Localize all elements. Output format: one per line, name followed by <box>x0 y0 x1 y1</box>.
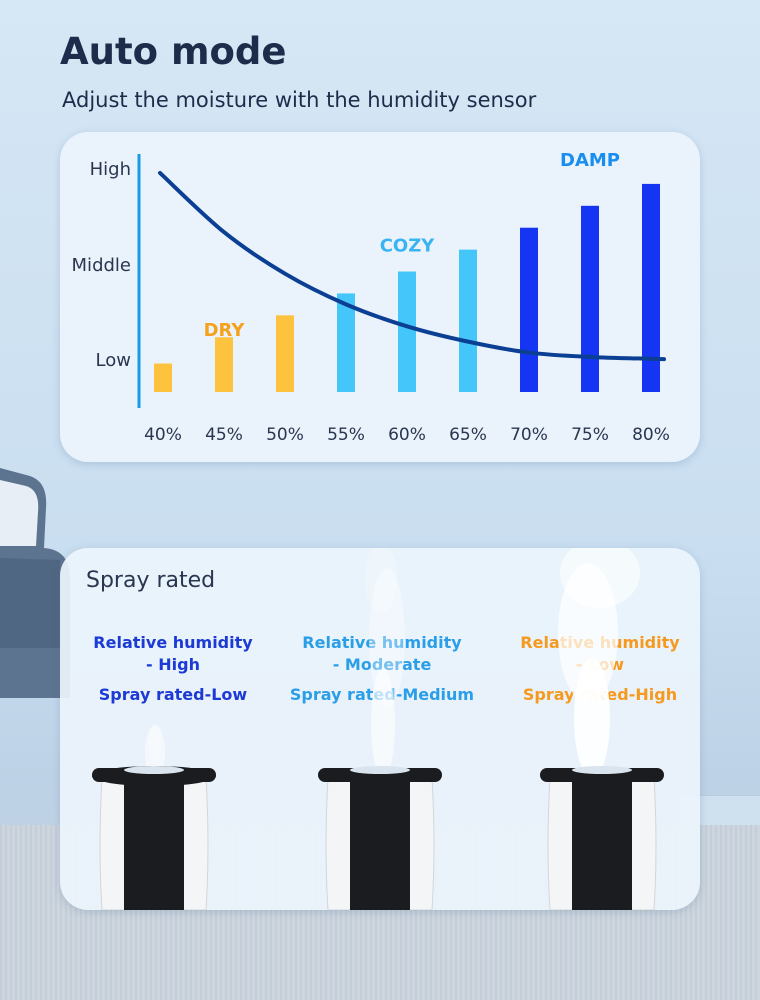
x-tick-label: 80% <box>632 425 670 445</box>
y-tick-label: Low <box>96 350 131 371</box>
page-subtitle: Adjust the moisture with the humidity se… <box>62 88 537 112</box>
y-tick-label: High <box>90 159 131 180</box>
bar-70pct <box>520 227 538 392</box>
bar-45pct <box>215 337 233 392</box>
bar-55pct <box>337 293 355 392</box>
annotation-cozy: COZY <box>380 236 436 257</box>
mist-plume-low <box>145 725 165 778</box>
mist-plume-high <box>558 548 640 778</box>
x-tick-label: 70% <box>510 425 548 445</box>
spray-column-high-humidity: Relative humidity - High Spray rated-Low <box>73 632 273 706</box>
bar-60pct <box>398 271 416 392</box>
annotation-dry: DRY <box>204 320 246 341</box>
bar-65pct <box>459 249 477 392</box>
x-tick-label: 50% <box>266 425 304 445</box>
mist-plume-medium <box>365 548 405 778</box>
sofa-decoration <box>0 468 70 698</box>
humidifier-device-left <box>92 766 216 910</box>
x-tick-label: 60% <box>388 425 426 445</box>
spray-section-title: Spray rated <box>86 568 216 593</box>
x-tick-label: 55% <box>327 425 365 445</box>
x-tick-label: 75% <box>571 425 609 445</box>
humidity-level: - Moderate <box>332 655 432 674</box>
page-title: Auto mode <box>60 30 287 73</box>
bar-40pct <box>154 363 172 392</box>
x-tick-label: 65% <box>449 425 487 445</box>
humidity-label: Relative humidity <box>302 633 462 652</box>
humidity-curve <box>158 170 666 362</box>
x-tick-label: 40% <box>144 425 182 445</box>
spray-column-moderate-humidity: Relative humidity - Moderate Spray rated… <box>282 632 482 706</box>
annotation-damp: DAMP <box>560 150 620 171</box>
humidifier-device-middle <box>318 766 442 910</box>
bar-75pct <box>581 205 599 392</box>
spray-rate-label: Spray rated-Low <box>98 685 248 704</box>
humidity-label: Relative humidity <box>93 633 253 652</box>
y-tick-label: Middle <box>72 255 131 276</box>
bar-80pct <box>642 183 660 392</box>
humidifier-device-right <box>540 766 664 910</box>
spray-rated-card: Spray rated Relative humidity - High Spr… <box>60 548 700 910</box>
x-tick-label: 45% <box>205 425 243 445</box>
humidity-chart-card: 40% 45% 50% 55% 60% 65% 70% 75% 80% Low Middle High… <box>60 132 700 462</box>
humidity-level: - High <box>146 655 200 674</box>
bar-50pct <box>276 315 294 392</box>
humidity-chart: 40% 45% 50% 55% 60% 65% 70% 75% 80% Low Middle High… <box>72 150 684 445</box>
